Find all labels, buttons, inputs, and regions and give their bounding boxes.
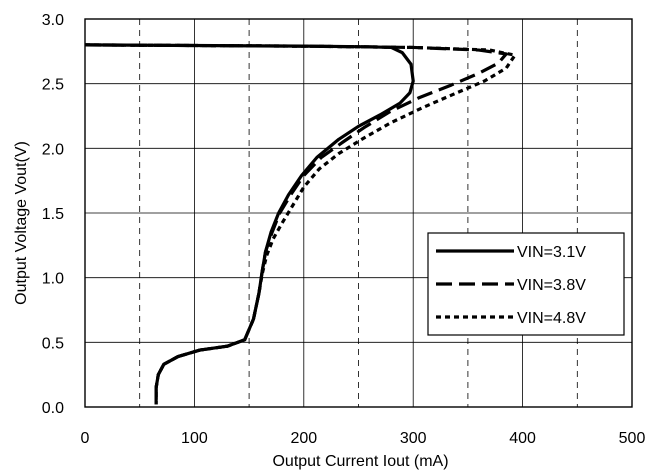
tick-labels: 0 100 200 300 400 500 0.0 0.5 1.0 1.5 2.0 2.5 3.0 bbox=[42, 12, 646, 447]
y-tick-label: 0.0 bbox=[42, 400, 64, 417]
legend-label-vin-4-8v: VIN=4.8V bbox=[517, 310, 586, 327]
x-tick-label: 300 bbox=[400, 430, 427, 447]
y-tick-label: 3.0 bbox=[42, 12, 64, 29]
y-tick-label: 1.0 bbox=[42, 271, 64, 288]
legend-label-vin-3-8v: VIN=3.8V bbox=[517, 277, 586, 294]
legend: VIN=3.1V VIN=3.8V VIN=4.8V bbox=[427, 232, 625, 336]
x-tick-label: 400 bbox=[509, 430, 536, 447]
x-tick-label: 0 bbox=[81, 430, 90, 447]
y-tick-label: 2.0 bbox=[42, 141, 64, 158]
grid-lines bbox=[85, 19, 632, 407]
x-axis-title: Output Current Iout (mA) bbox=[272, 453, 448, 470]
series-lines bbox=[84, 43, 517, 405]
x-tick-label: 200 bbox=[290, 430, 317, 447]
x-tick-label: 100 bbox=[181, 430, 208, 447]
x-tick-label: 500 bbox=[619, 430, 646, 447]
y-tick-label: 1.5 bbox=[42, 206, 64, 223]
y-tick-label: 2.5 bbox=[42, 77, 64, 94]
legend-label-vin-3-1v: VIN=3.1V bbox=[517, 244, 586, 261]
y-tick-label: 0.5 bbox=[42, 335, 64, 352]
series-line-vin-4-8v bbox=[84, 43, 517, 405]
y-axis-title: Output Voltage Vout(V) bbox=[13, 141, 30, 305]
plot-area-frame bbox=[84, 18, 633, 408]
